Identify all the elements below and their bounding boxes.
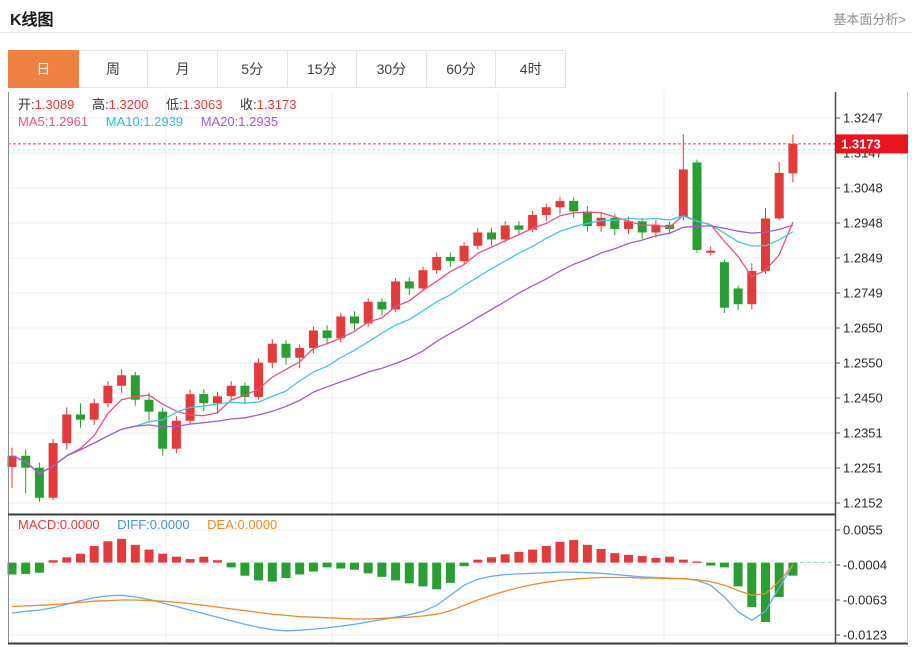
- ohlc-legend: 开:1.3089 高:1.3200 低:1.3063 收:1.3173: [18, 94, 296, 113]
- ma20-label: MA20:: [200, 114, 239, 129]
- svg-text:1.2650: 1.2650: [843, 321, 883, 336]
- close-label: 收:: [240, 97, 257, 112]
- price-guide-lines: [8, 143, 836, 151]
- macd-panel: [7, 538, 835, 632]
- ma5-label: MA5:: [18, 114, 49, 129]
- candles: [7, 134, 798, 502]
- svg-text:-0.0004: -0.0004: [843, 558, 887, 573]
- ma5-line: [11, 211, 794, 475]
- diff-line: [11, 564, 794, 632]
- period-tab-2[interactable]: 周: [78, 50, 149, 88]
- current-price-badge: 1.3173: [836, 134, 908, 154]
- svg-text:0.0055: 0.0055: [843, 523, 883, 538]
- low-label: 低:: [166, 97, 183, 112]
- chart-frame: [8, 92, 908, 645]
- svg-text:1.2450: 1.2450: [843, 391, 883, 406]
- svg-text:1.2849: 1.2849: [843, 251, 883, 266]
- ma-lines: [11, 211, 794, 475]
- ma20-line: [11, 224, 794, 475]
- high-value: 1.3200: [108, 97, 149, 112]
- svg-text:1.2152: 1.2152: [843, 496, 883, 511]
- period-tabs: 日周月 5分 15分 30分 60分 4时: [8, 50, 566, 88]
- ma10-label: MA10:: [105, 114, 144, 129]
- ma20-value: 1.2935: [238, 114, 279, 129]
- macd-legend: MACD:0.0000 DIFF:0.0000 DEA:0.0000: [18, 517, 277, 532]
- ma-legend: MA5:1.2961 MA10:1.2939 MA20:1.2935: [18, 114, 278, 129]
- gridlines: [8, 92, 835, 643]
- svg-text:1.3048: 1.3048: [843, 181, 883, 196]
- svg-text:-0.0063: -0.0063: [843, 593, 887, 608]
- high-label: 高:: [92, 97, 109, 112]
- header-divider: [0, 32, 912, 33]
- period-tab-6[interactable]: 30分: [357, 50, 427, 88]
- open-value: 1.3089: [34, 97, 75, 112]
- fundamental-analysis-link[interactable]: 基本面分析>: [833, 12, 906, 27]
- svg-text:-0.0123: -0.0123: [843, 628, 887, 643]
- svg-text:1.2550: 1.2550: [843, 356, 883, 371]
- svg-text:1.2749: 1.2749: [843, 286, 883, 301]
- dea-value: 0.0000: [237, 517, 278, 532]
- close-value: 1.3173: [256, 97, 297, 112]
- dea-line: [11, 564, 794, 620]
- period-tab-7[interactable]: 60分: [426, 50, 497, 88]
- ma10-line: [11, 215, 794, 475]
- period-tab-1[interactable]: 日: [8, 50, 79, 88]
- dea-label: DEA:: [207, 517, 238, 532]
- svg-text:1.2351: 1.2351: [843, 426, 883, 441]
- open-label: 开:: [18, 97, 35, 112]
- macd-axis: 0.0055 -0.0004 -0.0063 -0.0123: [835, 523, 887, 643]
- ma5-value: 1.2961: [48, 114, 89, 129]
- period-tab-3[interactable]: 月: [148, 50, 218, 88]
- price-axis: 1.32471.31471.30481.29481.28491.27491.26…: [835, 111, 883, 511]
- svg-text:1.2948: 1.2948: [843, 216, 883, 231]
- svg-text:1.3247: 1.3247: [843, 111, 883, 126]
- ma10-value: 1.2939: [143, 114, 184, 129]
- low-value: 1.3063: [182, 97, 223, 112]
- period-tab-4[interactable]: 5分: [217, 50, 288, 88]
- diff-value: 0.0000: [149, 517, 190, 532]
- svg-text:1.2251: 1.2251: [843, 461, 883, 476]
- period-tab-8[interactable]: 4时: [496, 50, 566, 88]
- period-tab-5[interactable]: 15分: [287, 50, 358, 88]
- macd-value: 0.0000: [59, 517, 100, 532]
- page-title: K线图: [10, 12, 54, 29]
- diff-label: DIFF:: [117, 517, 150, 532]
- macd-label: MACD:: [18, 517, 60, 532]
- svg-text:1.3173: 1.3173: [841, 136, 881, 151]
